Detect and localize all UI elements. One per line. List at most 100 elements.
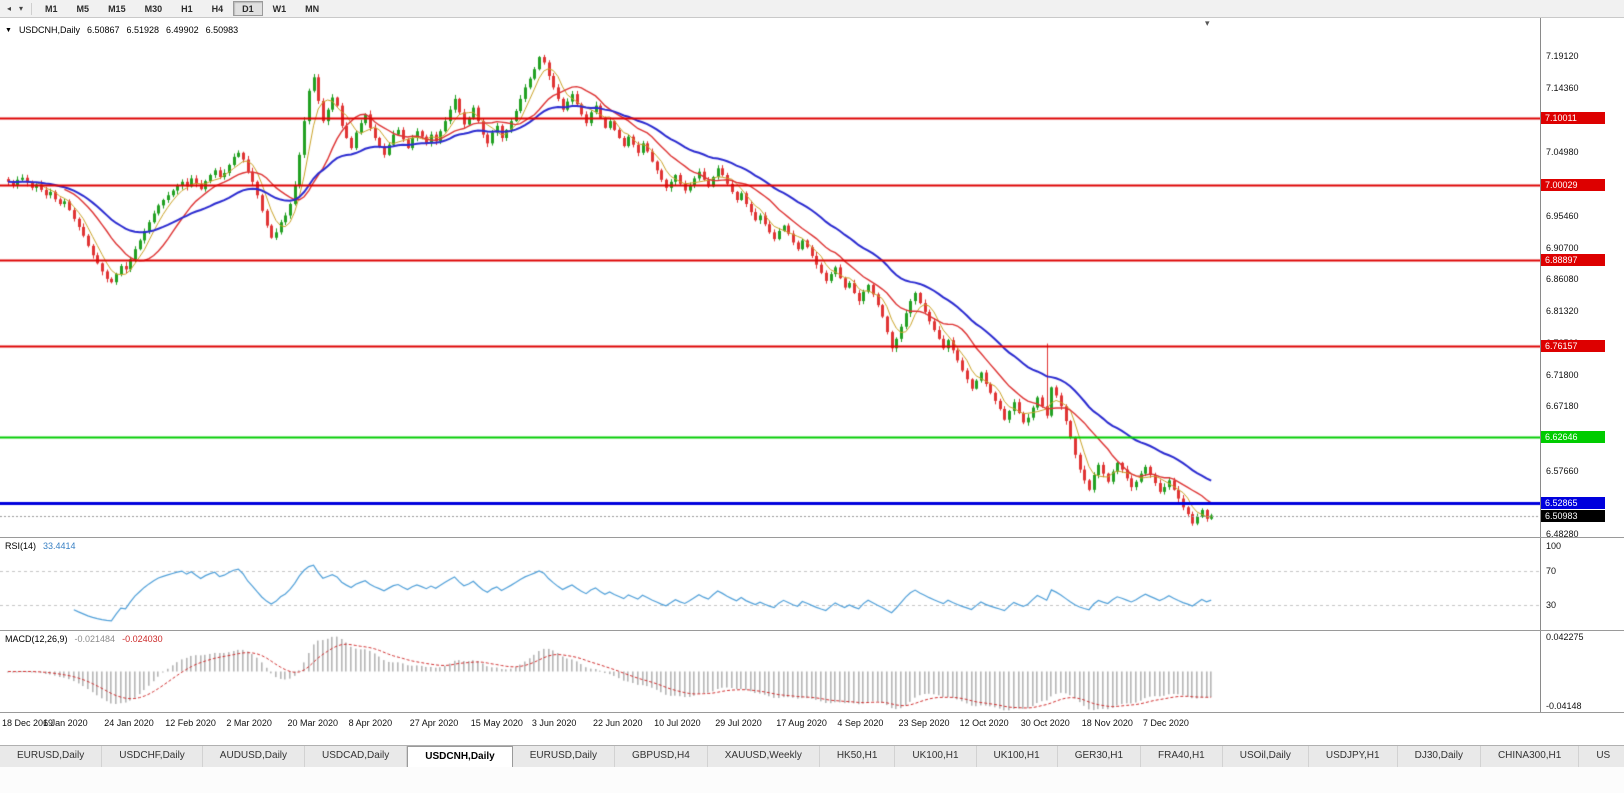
timeframe-toolbar: ◂ ▾ M1 M5 M15 M30 H1 H4 D1 W1 MN bbox=[0, 0, 1624, 18]
chart-window: ▼ USDCNH,Daily 6.50867 6.51928 6.49902 6… bbox=[0, 18, 1624, 745]
macd-pane-canvas[interactable] bbox=[0, 631, 1540, 712]
toolbar-separator bbox=[31, 2, 33, 15]
timeframe-button-m5[interactable]: M5 bbox=[76, 4, 90, 14]
tab-dj30-daily[interactable]: DJ30,Daily bbox=[1398, 746, 1481, 767]
tab-china300-h1[interactable]: CHINA300,H1 bbox=[1481, 746, 1580, 767]
rsi-indicator-label: RSI(14) 33.4414 bbox=[5, 541, 76, 551]
tab-fra40-h1[interactable]: FRA40,H1 bbox=[1141, 746, 1223, 767]
tab-ger30-h1[interactable]: GER30,H1 bbox=[1058, 746, 1142, 767]
timeframe-button-m30[interactable]: M30 bbox=[144, 4, 163, 14]
ohlc-close: 6.50983 bbox=[205, 25, 239, 35]
macd-main-value: -0.021484 bbox=[74, 634, 116, 644]
date-axis-label: 17 Aug 2020 bbox=[776, 718, 827, 728]
tab-uk100-h1[interactable]: UK100,H1 bbox=[895, 746, 977, 767]
price-line-badge: 6.88897 bbox=[1541, 253, 1605, 266]
price-line-badge: 7.10011 bbox=[1541, 111, 1605, 124]
timeframe-button-m15[interactable]: M15 bbox=[108, 4, 126, 14]
timeframe-button-mn[interactable]: MN bbox=[305, 4, 320, 14]
scroll-left-icon[interactable]: ◂ bbox=[7, 4, 12, 13]
rsi-name: RSI(14) bbox=[5, 541, 37, 551]
price-line-badge: 6.76157 bbox=[1541, 339, 1605, 352]
price-scale-border bbox=[1540, 18, 1541, 712]
tab-us[interactable]: US bbox=[1579, 746, 1624, 767]
price-axis-tick: 6.48280 bbox=[1546, 528, 1579, 539]
price-chart-canvas[interactable] bbox=[0, 18, 1540, 537]
tab-usdcad-daily[interactable]: USDCAD,Daily bbox=[305, 746, 408, 767]
price-axis-tick: 6.57660 bbox=[1546, 465, 1579, 476]
tab-usdjpy-h1[interactable]: USDJPY,H1 bbox=[1309, 746, 1398, 767]
price-axis-tick: 6.86080 bbox=[1546, 273, 1579, 284]
date-axis-label: 10 Jul 2020 bbox=[654, 718, 701, 728]
date-axis-label: 4 Sep 2020 bbox=[837, 718, 884, 728]
price-scale[interactable]: 7.191207.143607.096007.049807.002206.954… bbox=[1541, 18, 1624, 539]
timeframe-button-w1[interactable]: W1 bbox=[272, 4, 287, 14]
tab-xauusd-weekly[interactable]: XAUUSD,Weekly bbox=[708, 746, 820, 767]
ohlc-low: 6.49902 bbox=[166, 25, 199, 35]
date-axis-label: 12 Feb 2020 bbox=[165, 718, 216, 728]
macd-signal-value: -0.024030 bbox=[122, 634, 163, 644]
tab-usoil-daily[interactable]: USOil,Daily bbox=[1223, 746, 1309, 767]
rsi-axis-label: 100 bbox=[1546, 541, 1562, 552]
date-axis-label: 12 Oct 2020 bbox=[959, 718, 1009, 728]
price-axis-tick: 6.95460 bbox=[1546, 210, 1579, 221]
price-axis-tick: 6.81320 bbox=[1546, 306, 1579, 317]
date-axis-label: 2 Mar 2020 bbox=[226, 718, 272, 728]
status-area bbox=[0, 767, 1624, 793]
macd-axis-label-bottom: -0.04148 bbox=[1546, 701, 1582, 711]
timeframe-button-d1[interactable]: D1 bbox=[233, 1, 263, 16]
tab-gbpusd-h4[interactable]: GBPUSD,H4 bbox=[615, 746, 708, 767]
price-axis-tick: 6.90700 bbox=[1546, 242, 1579, 253]
tab-usdcnh-daily[interactable]: USDCNH,Daily bbox=[407, 746, 513, 767]
price-axis-tick: 7.19120 bbox=[1546, 51, 1579, 62]
ohlc-open: 6.50867 bbox=[86, 25, 120, 35]
time-axis[interactable]: 18 Dec 2019 6 Jan 2020 24 Jan 2020 12 Feb 2… bbox=[0, 712, 1624, 745]
tab-audusd-daily[interactable]: AUDUSD,Daily bbox=[203, 746, 306, 767]
tab-uk100-h1[interactable]: UK100,H1 bbox=[977, 746, 1058, 767]
rsi-value: 33.4414 bbox=[43, 541, 76, 551]
macd-scale[interactable]: 0.042275 -0.04148 bbox=[1541, 631, 1624, 712]
rsi-pane-canvas[interactable] bbox=[0, 538, 1540, 630]
price-axis-tick: 7.14360 bbox=[1546, 83, 1579, 94]
date-axis-label: 8 Apr 2020 bbox=[348, 718, 393, 728]
date-axis-label: 15 May 2020 bbox=[470, 718, 523, 728]
tab-usdchf-daily[interactable]: USDCHF,Daily bbox=[102, 746, 203, 767]
price-line-badge: 6.62646 bbox=[1541, 430, 1605, 443]
macd-name: MACD(12,26,9) bbox=[5, 634, 68, 644]
current-price-badge: 6.50983 bbox=[1541, 509, 1605, 522]
rsi-scale[interactable]: 100 70 30 bbox=[1541, 538, 1624, 630]
price-line-badge: 6.52865 bbox=[1541, 496, 1605, 509]
one-click-collapse-icon[interactable]: ▼ bbox=[5, 26, 12, 34]
chart-symbol-period: USDCNH,Daily bbox=[18, 25, 80, 35]
timeframe-button-m1[interactable]: M1 bbox=[45, 4, 58, 14]
date-axis-label: 27 Apr 2020 bbox=[409, 718, 459, 728]
price-line-badge: 7.00029 bbox=[1541, 178, 1605, 191]
pane-separator[interactable] bbox=[0, 630, 1624, 631]
date-axis-label: 6 Jan 2020 bbox=[43, 718, 88, 728]
timeframe-buttons: M1 M5 M15 M30 H1 H4 D1 W1 MN bbox=[36, 1, 329, 16]
macd-indicator-label: MACD(12,26,9) -0.021484 -0.024030 bbox=[5, 634, 163, 644]
rsi-axis-label: 70 bbox=[1546, 566, 1557, 577]
chart-title: ▼ USDCNH,Daily 6.50867 6.51928 6.49902 6… bbox=[5, 25, 238, 35]
date-axis-label: 20 Mar 2020 bbox=[287, 718, 339, 728]
price-axis-tick: 6.71800 bbox=[1546, 370, 1579, 381]
tab-eurusd-daily[interactable]: EURUSD,Daily bbox=[513, 746, 615, 767]
tab-hk50-h1[interactable]: HK50,H1 bbox=[820, 746, 896, 767]
pane-separator[interactable] bbox=[0, 537, 1624, 538]
date-axis-label: 29 Jul 2020 bbox=[715, 718, 762, 728]
chart-tab-bar: EURUSD,Daily USDCHF,Daily AUDUSD,Daily USDC… bbox=[0, 745, 1624, 767]
timeframe-button-h4[interactable]: H4 bbox=[211, 4, 224, 14]
chart-dropdown-arrow-icon[interactable]: ▾ bbox=[19, 4, 24, 13]
date-axis-label: 23 Sep 2020 bbox=[898, 718, 950, 728]
chart-shift-marker-icon[interactable]: ▾ bbox=[1205, 18, 1210, 28]
price-axis-tick: 6.67180 bbox=[1546, 401, 1579, 412]
date-axis-label: 18 Nov 2020 bbox=[1081, 718, 1133, 728]
ohlc-high: 6.51928 bbox=[126, 25, 160, 35]
timeframe-button-h1[interactable]: H1 bbox=[181, 4, 193, 14]
macd-axis-label-top: 0.042275 bbox=[1546, 632, 1584, 642]
date-axis-label: 24 Jan 2020 bbox=[104, 718, 154, 728]
date-axis-label: 18 Dec 2019 bbox=[2, 718, 54, 728]
price-axis-tick: 7.04980 bbox=[1546, 146, 1579, 157]
tab-eurusd-daily[interactable]: EURUSD,Daily bbox=[0, 746, 103, 767]
date-axis-label: 7 Dec 2020 bbox=[1142, 718, 1189, 728]
